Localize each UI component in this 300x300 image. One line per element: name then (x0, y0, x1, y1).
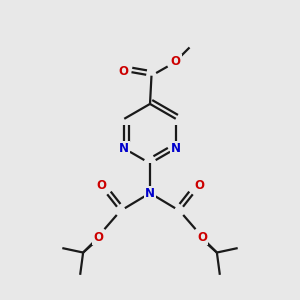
Text: O: O (197, 231, 207, 244)
Text: N: N (119, 142, 129, 155)
Text: O: O (194, 179, 204, 192)
Text: N: N (145, 187, 155, 200)
Text: O: O (118, 65, 128, 78)
Text: O: O (96, 179, 106, 192)
Text: O: O (93, 231, 103, 244)
Text: N: N (171, 142, 181, 155)
Text: O: O (171, 55, 181, 68)
